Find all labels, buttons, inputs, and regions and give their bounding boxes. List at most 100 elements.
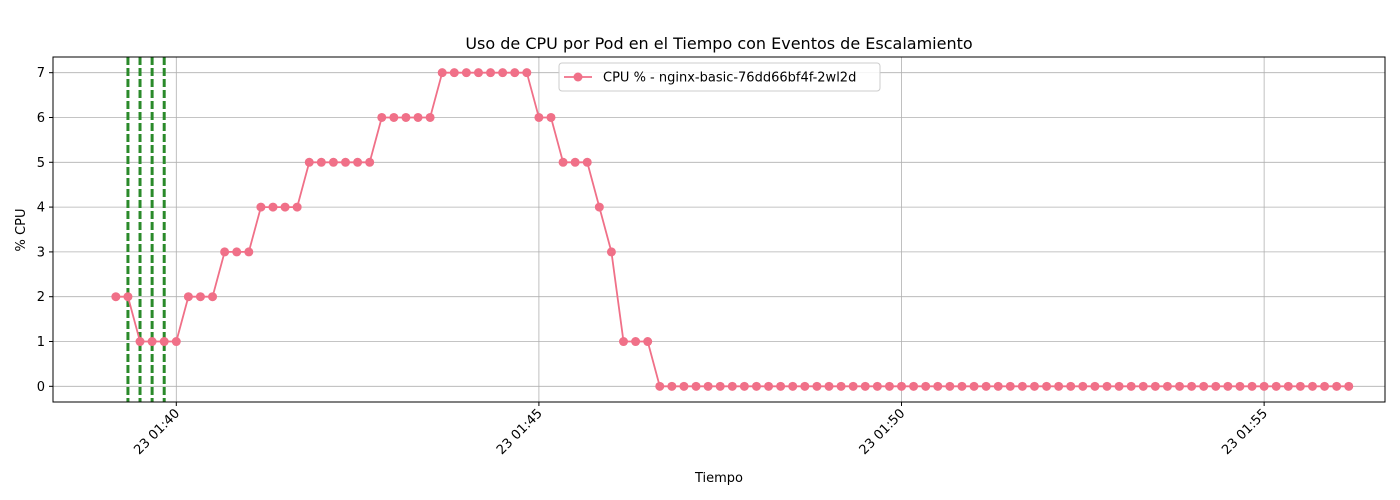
- data-point: [1235, 381, 1245, 391]
- data-point: [1114, 381, 1124, 391]
- data-point: [365, 157, 375, 167]
- data-point: [655, 381, 665, 391]
- data-point: [425, 112, 435, 122]
- legend: CPU % - nginx-basic-76dd66bf4f-2wl2d: [558, 62, 881, 92]
- data-point: [643, 337, 653, 347]
- legend-box: [558, 62, 881, 92]
- data-point: [945, 381, 955, 391]
- data-point: [473, 68, 483, 78]
- data-point: [1126, 381, 1136, 391]
- data-point: [1102, 381, 1112, 391]
- data-point: [872, 381, 882, 391]
- data-point: [594, 202, 604, 212]
- legend-label: CPU % - nginx-basic-76dd66bf4f-2wl2d: [603, 71, 856, 86]
- data-point: [909, 381, 919, 391]
- data-point: [244, 247, 254, 257]
- data-point: [256, 202, 266, 212]
- data-point: [208, 292, 218, 302]
- data-point: [546, 112, 556, 122]
- data-point: [751, 381, 761, 391]
- y-tick-label: 5: [37, 156, 45, 171]
- y-tick-label: 1: [37, 335, 45, 350]
- y-tick-label: 0: [37, 380, 45, 395]
- grid-lines: [53, 57, 1385, 402]
- data-point: [969, 381, 979, 391]
- data-point: [341, 157, 351, 167]
- data-point: [232, 247, 242, 257]
- data-point: [401, 112, 411, 122]
- data-point: [667, 381, 677, 391]
- y-tick-label: 3: [37, 245, 45, 260]
- data-point: [1017, 381, 1027, 391]
- data-point: [1090, 381, 1100, 391]
- data-point: [1259, 381, 1269, 391]
- data-point: [147, 337, 157, 347]
- y-tick-label: 7: [37, 66, 45, 81]
- data-point: [183, 292, 193, 302]
- data-point: [534, 112, 544, 122]
- legend-marker-swatch: [573, 72, 583, 82]
- data-point: [510, 68, 520, 78]
- data-point: [800, 381, 810, 391]
- data-point: [691, 381, 701, 391]
- data-point: [1344, 381, 1354, 391]
- data-point: [619, 337, 629, 347]
- data-point: [1078, 381, 1088, 391]
- data-point: [437, 68, 447, 78]
- data-point: [1066, 381, 1076, 391]
- data-point: [292, 202, 302, 212]
- data-point: [1307, 381, 1317, 391]
- data-point: [570, 157, 580, 167]
- data-point: [1005, 381, 1015, 391]
- data-point: [328, 157, 338, 167]
- data-point: [353, 157, 363, 167]
- data-point: [268, 202, 278, 212]
- y-tick-label: 6: [37, 111, 45, 126]
- data-point: [1150, 381, 1160, 391]
- data-point: [703, 381, 713, 391]
- data-point: [824, 381, 834, 391]
- data-point: [715, 381, 725, 391]
- data-point: [1138, 381, 1148, 391]
- data-point: [280, 202, 290, 212]
- data-point: [1320, 381, 1330, 391]
- data-point: [1283, 381, 1293, 391]
- data-point: [123, 292, 133, 302]
- data-point: [764, 381, 774, 391]
- data-point: [897, 381, 907, 391]
- data-point: [461, 68, 471, 78]
- data-point: [957, 381, 967, 391]
- data-point: [788, 381, 798, 391]
- data-point: [1054, 381, 1064, 391]
- data-point: [1271, 381, 1281, 391]
- data-point: [848, 381, 858, 391]
- data-point: [993, 381, 1003, 391]
- data-point: [1042, 381, 1052, 391]
- series-layer: [111, 68, 1354, 391]
- data-point: [377, 112, 387, 122]
- data-point: [836, 381, 846, 391]
- data-point: [1247, 381, 1257, 391]
- data-point: [1187, 381, 1197, 391]
- data-point: [1223, 381, 1233, 391]
- data-point: [159, 337, 169, 347]
- data-point: [1029, 381, 1039, 391]
- data-point: [812, 381, 822, 391]
- data-point: [111, 292, 121, 302]
- data-point: [449, 68, 459, 78]
- data-point: [1332, 381, 1342, 391]
- data-point: [316, 157, 326, 167]
- data-point: [558, 157, 568, 167]
- data-point: [606, 247, 616, 257]
- data-point: [220, 247, 230, 257]
- data-point: [1295, 381, 1305, 391]
- data-point: [522, 68, 532, 78]
- y-tick-label: 4: [37, 201, 45, 216]
- data-point: [727, 381, 737, 391]
- data-point: [582, 157, 592, 167]
- y-axis-title: % CPU: [14, 209, 29, 252]
- chart-title: Uso de CPU por Pod en el Tiempo con Even…: [465, 34, 972, 53]
- data-point: [860, 381, 870, 391]
- data-point: [389, 112, 399, 122]
- data-point: [1175, 381, 1185, 391]
